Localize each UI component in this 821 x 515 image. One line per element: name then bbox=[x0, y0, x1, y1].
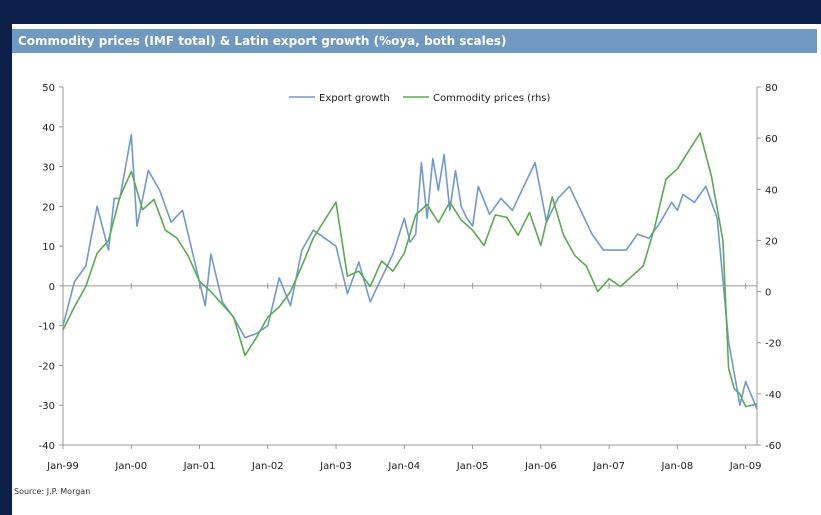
left-tick-label: 0 bbox=[49, 282, 55, 293]
x-tick-label: Jan-04 bbox=[387, 461, 420, 472]
x-tick-label: Jan-05 bbox=[456, 461, 489, 472]
right-tick-label: -20 bbox=[765, 339, 781, 350]
left-tick-label: 50 bbox=[42, 83, 55, 94]
x-tick-label: Jan-00 bbox=[114, 461, 147, 472]
right-tick-label: 40 bbox=[765, 185, 778, 196]
series-layer bbox=[62, 132, 758, 410]
left-tick-label: -20 bbox=[39, 361, 55, 372]
left-tick-label: 30 bbox=[42, 163, 55, 174]
x-tick-label: Jan-07 bbox=[592, 461, 625, 472]
chart-panel bbox=[12, 24, 821, 515]
left-tick-label: -10 bbox=[39, 322, 55, 333]
left-tick-label: -40 bbox=[39, 441, 55, 452]
source-note: Source: J.P. Morgan bbox=[14, 487, 91, 496]
x-tick-label: Jan-08 bbox=[660, 461, 693, 472]
right-tick-label: 80 bbox=[765, 83, 778, 94]
left-tick-label: -30 bbox=[39, 401, 55, 412]
right-tick-label: -60 bbox=[765, 441, 781, 452]
left-tick-label: 10 bbox=[42, 242, 55, 253]
x-tick-label: Jan-01 bbox=[183, 461, 216, 472]
export-growth-line bbox=[62, 133, 758, 410]
commodity-prices-line bbox=[62, 132, 758, 408]
left-tick-label: 20 bbox=[42, 202, 55, 213]
legend-label: Commodity prices (rhs) bbox=[433, 93, 551, 104]
x-tick-label: Jan-03 bbox=[319, 461, 352, 472]
x-tick-label: Jan-02 bbox=[251, 461, 284, 472]
left-tick-label: 40 bbox=[42, 123, 55, 134]
right-tick-label: -40 bbox=[765, 390, 781, 401]
right-tick-label: 60 bbox=[765, 134, 778, 145]
x-tick-label: Jan-06 bbox=[524, 461, 557, 472]
axes-layer bbox=[59, 86, 761, 449]
x-tick-label: Jan-99 bbox=[46, 461, 79, 472]
right-tick-label: 0 bbox=[765, 288, 771, 299]
legend: Export growth Commodity prices (rhs) bbox=[289, 93, 551, 104]
tick-labels-layer: 50 40 30 20 10 0 -10 -20 -30 -40 80 60 40 20 0 -20 -40 -6… bbox=[39, 83, 782, 472]
right-tick-label: 20 bbox=[765, 236, 778, 247]
legend-label: Export growth bbox=[319, 93, 390, 104]
chart-title: Commodity prices (IMF total) & Latin exp… bbox=[12, 29, 817, 53]
x-tick-label: Jan-09 bbox=[729, 461, 762, 472]
